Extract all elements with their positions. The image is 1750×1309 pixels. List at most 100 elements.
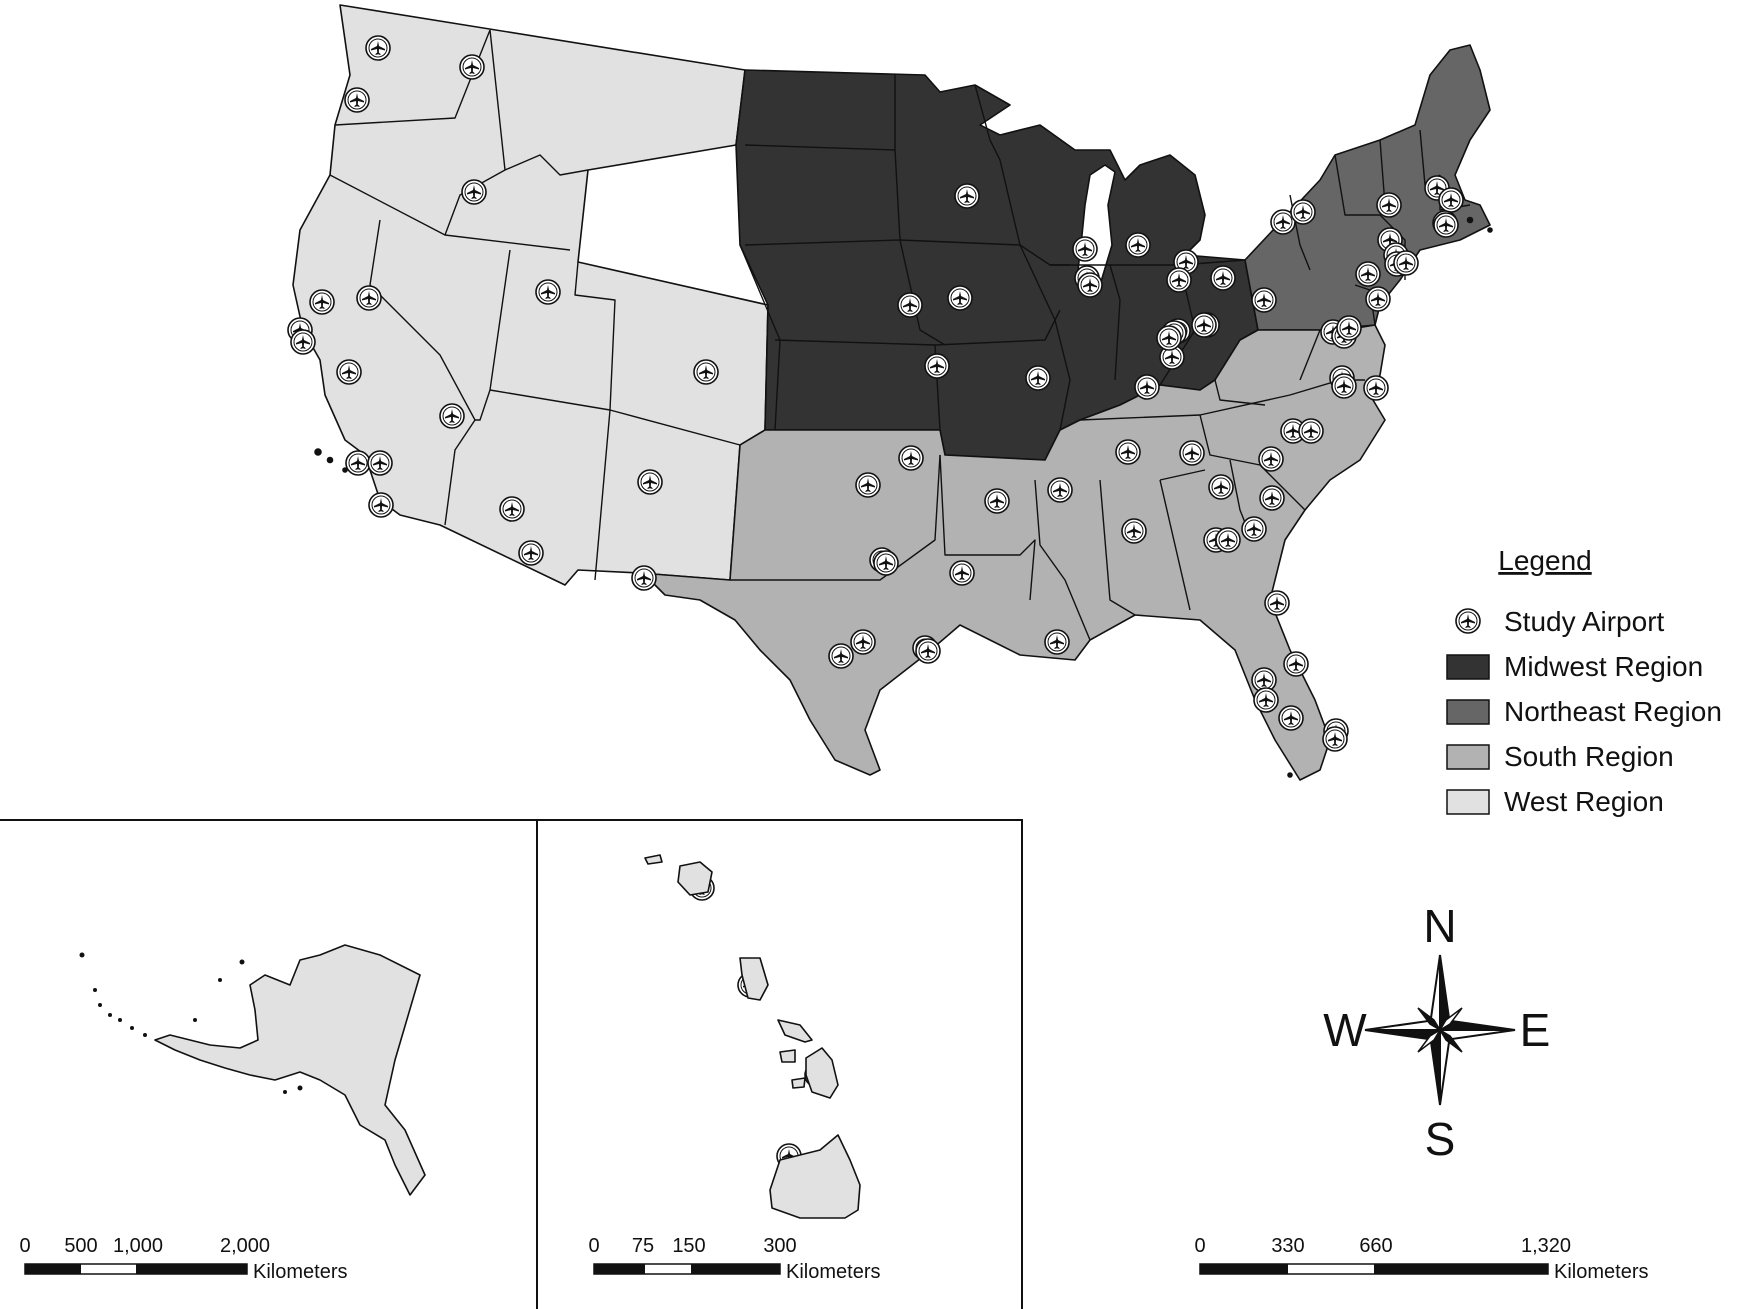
airport-icon: [1191, 312, 1217, 338]
scale-hawaii-tick-3: 300: [763, 1235, 796, 1257]
airport-icon: [1125, 232, 1151, 258]
airport-icon: [1208, 474, 1234, 500]
island-maui: [805, 1047, 839, 1099]
legend-label-midwest: Midwest Region: [1504, 651, 1703, 682]
island-molokai: [777, 1019, 813, 1043]
airport-icon: [1156, 325, 1182, 351]
conus-map: [292, 4, 1493, 781]
scale-alaska-tick-1: 500: [64, 1235, 97, 1257]
airport-icon: [1258, 446, 1284, 472]
legend-label-study-airport: Study Airport: [1504, 606, 1665, 637]
airport-icon: [1210, 265, 1236, 291]
airport-icon: [499, 496, 525, 522]
airport-icon: [309, 289, 335, 315]
airport-icon: [855, 472, 881, 498]
hawaii-inset: [644, 854, 861, 1219]
airport-icon: [1393, 250, 1419, 276]
region-south: [639, 324, 1386, 781]
airport-icon: [897, 292, 923, 318]
north-arrow-compass: N S E W: [1323, 900, 1550, 1165]
airport-icon: [873, 550, 899, 576]
airport-icon: [518, 540, 544, 566]
airport-icon: [1278, 705, 1304, 731]
airport-icon: [1044, 629, 1070, 655]
island-oahu: [739, 957, 769, 1001]
compass-label-e: E: [1520, 1004, 1551, 1056]
airport-icon: [1290, 199, 1316, 225]
airport-icon: [461, 179, 487, 205]
island-lanai: [779, 1049, 796, 1063]
airport-icon: [1134, 374, 1160, 400]
scale-alaska-unit: Kilometers: [253, 1261, 347, 1283]
airport-icon: [637, 469, 663, 495]
legend-item-northeast: Northeast Region: [1446, 696, 1722, 727]
airport-icon: [1355, 261, 1381, 287]
airport-icon: [1336, 315, 1362, 341]
scalebar-alaska: 0 500 1,000 2,000 Kilometers: [19, 1235, 347, 1283]
airport-icon: [336, 359, 362, 385]
legend-swatch-south: [1446, 744, 1490, 770]
airport-icon: [1025, 365, 1051, 391]
airport-icon: [1283, 651, 1309, 677]
legend-item-south: South Region: [1446, 741, 1674, 772]
airport-markers: [287, 35, 1464, 1212]
airport-icon: [345, 450, 371, 476]
legend-swatch-midwest: [1446, 654, 1490, 680]
compass-label-n: N: [1423, 900, 1456, 952]
airport-icon: [947, 285, 973, 311]
airport-icon: [1115, 439, 1141, 465]
airport-icon: [949, 560, 975, 586]
airport-icon: [924, 353, 950, 379]
airport-icon: [954, 183, 980, 209]
airport-icon: [1179, 440, 1205, 466]
scale-hawaii-unit: Kilometers: [786, 1261, 880, 1283]
airport-icon: [1047, 477, 1073, 503]
airport-icon: [1331, 373, 1357, 399]
airport-icon: [1251, 287, 1277, 313]
airport-icon: [439, 403, 465, 429]
scale-hawaii-tick-2: 150: [672, 1235, 705, 1257]
scale-alaska-tick-0: 0: [19, 1235, 30, 1257]
scale-hawaii-tick-0: 0: [588, 1235, 599, 1257]
airport-icon: [367, 450, 393, 476]
airport-icon: [368, 492, 394, 518]
legend-title: Legend: [1498, 545, 1591, 576]
airport-icon: [1322, 726, 1348, 752]
alaska-inset: [79, 944, 426, 1196]
airport-icon: [356, 285, 382, 311]
airport-icon: [1270, 209, 1296, 235]
island-kauai: [677, 861, 713, 896]
scale-conus-tick-2: 660: [1359, 1235, 1392, 1257]
airport-icon: [984, 488, 1010, 514]
map-legend: Legend Study Airport Midwest Region Nort…: [1446, 545, 1722, 817]
airport-icon: [1376, 192, 1402, 218]
airport-icon: [459, 54, 485, 80]
island-kahoolawe: [791, 1077, 806, 1089]
coast-islands: [314, 216, 1493, 778]
aleutian-islands: [79, 952, 303, 1094]
airport-icon: [344, 87, 370, 113]
airport-icon: [1253, 687, 1279, 713]
airport-icon: [1166, 267, 1192, 293]
legend-item-study-airport: Study Airport: [1455, 606, 1665, 637]
region-west: [292, 4, 769, 586]
legend-swatch-northeast: [1446, 699, 1490, 725]
scale-alaska-tick-3: 2,000: [220, 1235, 270, 1257]
airport-icon: [365, 35, 391, 61]
airport-icon: [290, 329, 316, 355]
legend-swatch-west: [1446, 789, 1490, 815]
airport-icon: [693, 359, 719, 385]
airport-icon: [1121, 518, 1147, 544]
airport-icon: [1077, 272, 1103, 298]
compass-label-s: S: [1425, 1113, 1456, 1165]
island-hawaii: [769, 1134, 861, 1219]
airport-icon: [1159, 344, 1185, 370]
scale-conus-tick-3: 1,320: [1521, 1235, 1571, 1257]
scalebar-conus: 0 330 660 1,320 Kilometers: [1194, 1235, 1648, 1283]
airport-icon: [1438, 187, 1464, 213]
airport-icon: [1365, 286, 1391, 312]
airport-icon: [1215, 527, 1241, 553]
scale-alaska-tick-2: 1,000: [113, 1235, 163, 1257]
airport-icon: [1072, 236, 1098, 262]
airport-icon: [915, 638, 941, 664]
